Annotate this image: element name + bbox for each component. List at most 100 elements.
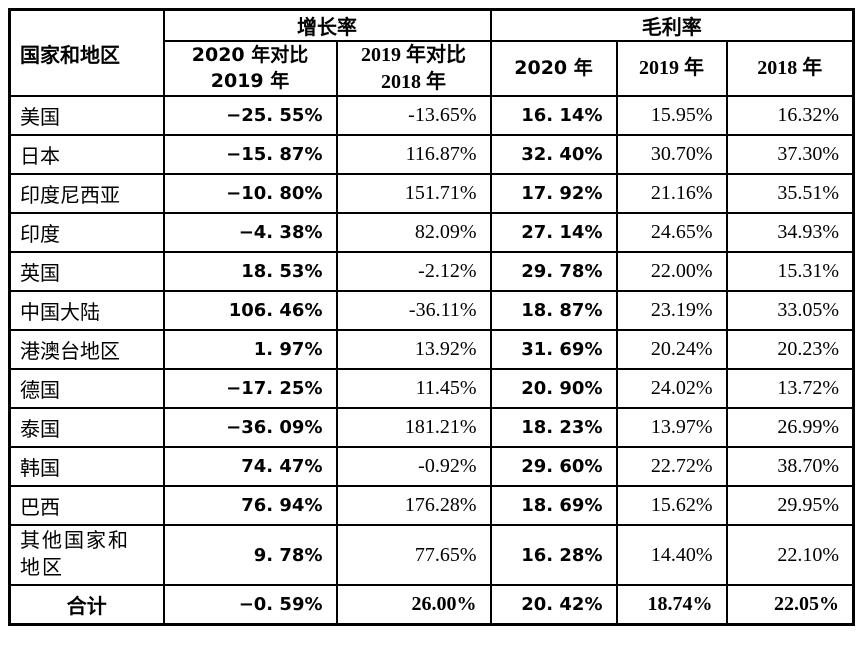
margin-2019-cell: 15.62%: [615, 485, 728, 526]
growth-2020-vs-2019-cell: −10. 80%: [162, 173, 338, 214]
margin-2020-cell: 29. 78%: [489, 251, 618, 292]
margin-2019-cell: 22.72%: [615, 446, 728, 487]
growth-2020-vs-2019-cell: −4. 38%: [162, 212, 338, 253]
region-cell: 印度尼西亚: [8, 173, 165, 214]
growth-2019-vs-2018-cell: -36.11%: [335, 290, 492, 331]
table-row: 日本 −15. 87% 116.87% 32. 40% 30.70% 37.30…: [8, 134, 855, 175]
table-row: 美国 −25. 55% -13.65% 16. 14% 15.95% 16.32…: [8, 95, 855, 136]
growth-2020-vs-2019-cell: −36. 09%: [162, 407, 338, 448]
margin-2018-cell: 22.10%: [725, 524, 855, 586]
table-row: 德国 −17. 25% 11.45% 20. 90% 24.02% 13.72%: [8, 368, 855, 409]
growth-2019-vs-2018-cell: -13.65%: [335, 95, 492, 136]
table-row: 韩国 74. 47% -0.92% 29. 60% 22.72% 38.70%: [8, 446, 855, 487]
table-row: 中国大陆 106. 46% -36.11% 18. 87% 23.19% 33.…: [8, 290, 855, 331]
header-margin-group: 毛利率: [489, 8, 855, 42]
margin-2020-cell: 32. 40%: [489, 134, 618, 175]
margin-2018-cell: 33.05%: [725, 290, 855, 331]
margin-2020-cell: 27. 14%: [489, 212, 618, 253]
table-row: 其他国家和地区 9. 78% 77.65% 16. 28% 14.40% 22.…: [8, 524, 855, 586]
margin-2018-cell: 20.23%: [725, 329, 855, 370]
total-row: 合计 −0. 59% 26.00% 20. 42% 18.74% 22.05%: [8, 584, 855, 625]
growth-2020-vs-2019-cell: 1. 97%: [162, 329, 338, 370]
header-margin-2018: 2018 年: [725, 40, 855, 97]
header-margin-2019: 2019 年: [615, 40, 728, 97]
total-label-cell: 合计: [8, 584, 165, 625]
growth-2020-vs-2019-cell: 9. 78%: [162, 524, 338, 586]
margin-2020-total-cell: 20. 42%: [489, 584, 618, 625]
margin-2020-cell: 16. 14%: [489, 95, 618, 136]
table-row: 印度 −4. 38% 82.09% 27. 14% 24.65% 34.93%: [8, 212, 855, 253]
growth-2019-vs-2018-cell: 13.92%: [335, 329, 492, 370]
document-page: 国家和地区 增长率 毛利率 2020 年对比 2019 年 2019 年对比 2…: [8, 8, 855, 626]
table-row: 巴西 76. 94% 176.28% 18. 69% 15.62% 29.95%: [8, 485, 855, 526]
region-cell: 日本: [8, 134, 165, 175]
margin-2019-cell: 14.40%: [615, 524, 728, 586]
growth-2020-vs-2019-cell: −25. 55%: [162, 95, 338, 136]
margin-2020-cell: 29. 60%: [489, 446, 618, 487]
header-growth-2019-vs-2018: 2019 年对比 2018 年: [335, 40, 492, 97]
margin-2020-cell: 31. 69%: [489, 329, 618, 370]
growth-2019-vs-2018-cell: 11.45%: [335, 368, 492, 409]
margin-2018-cell: 38.70%: [725, 446, 855, 487]
table-row: 英国 18. 53% -2.12% 29. 78% 22.00% 15.31%: [8, 251, 855, 292]
growth-2020-vs-2019-cell: 106. 46%: [162, 290, 338, 331]
growth-margin-table: 国家和地区 增长率 毛利率 2020 年对比 2019 年 2019 年对比 2…: [8, 8, 855, 626]
growth-2019-vs-2018-total-cell: 26.00%: [335, 584, 492, 625]
margin-2019-cell: 23.19%: [615, 290, 728, 331]
margin-2018-cell: 15.31%: [725, 251, 855, 292]
growth-2019-vs-2018-cell: 181.21%: [335, 407, 492, 448]
region-cell: 港澳台地区: [8, 329, 165, 370]
growth-2020-vs-2019-cell: −17. 25%: [162, 368, 338, 409]
header-sub-row: 2020 年对比 2019 年 2019 年对比 2018 年 2020 年 2…: [10, 40, 855, 97]
margin-2020-cell: 16. 28%: [489, 524, 618, 586]
region-cell: 泰国: [8, 407, 165, 448]
margin-2018-cell: 34.93%: [725, 212, 855, 253]
table-row: 港澳台地区 1. 97% 13.92% 31. 69% 20.24% 20.23…: [8, 329, 855, 370]
growth-2019-vs-2018-cell: 176.28%: [335, 485, 492, 526]
growth-2019-vs-2018-cell: 116.87%: [335, 134, 492, 175]
margin-2019-cell: 24.02%: [615, 368, 728, 409]
growth-2019-vs-2018-cell: 77.65%: [335, 524, 492, 586]
margin-2018-cell: 35.51%: [725, 173, 855, 214]
table-row: 泰国 −36. 09% 181.21% 18. 23% 13.97% 26.99…: [8, 407, 855, 448]
margin-2020-cell: 20. 90%: [489, 368, 618, 409]
growth-2020-vs-2019-cell: 76. 94%: [162, 485, 338, 526]
margin-2018-cell: 16.32%: [725, 95, 855, 136]
header-region: 国家和地区: [8, 8, 165, 97]
growth-2020-vs-2019-cell: 74. 47%: [162, 446, 338, 487]
margin-2018-cell: 29.95%: [725, 485, 855, 526]
margin-2020-cell: 18. 87%: [489, 290, 618, 331]
region-cell: 英国: [8, 251, 165, 292]
margin-2018-total-cell: 22.05%: [725, 584, 855, 625]
growth-2020-vs-2019-total-cell: −0. 59%: [162, 584, 338, 625]
header-margin-2020: 2020 年: [489, 40, 618, 97]
region-cell: 印度: [8, 212, 165, 253]
header-growth-2020-vs-2019: 2020 年对比 2019 年: [162, 40, 338, 97]
region-cell: 德国: [8, 368, 165, 409]
region-cell: 巴西: [8, 485, 165, 526]
region-cell: 中国大陆: [8, 290, 165, 331]
growth-2019-vs-2018-cell: 151.71%: [335, 173, 492, 214]
margin-2018-cell: 26.99%: [725, 407, 855, 448]
region-cell: 韩国: [8, 446, 165, 487]
region-cell: 其他国家和地区: [8, 524, 165, 586]
margin-2020-cell: 17. 92%: [489, 173, 618, 214]
margin-2019-cell: 20.24%: [615, 329, 728, 370]
region-label: 其他国家和地区: [20, 530, 130, 579]
margin-2019-cell: 21.16%: [615, 173, 728, 214]
margin-2019-cell: 15.95%: [615, 95, 728, 136]
header-group-row: 国家和地区 增长率 毛利率: [8, 8, 855, 97]
margin-2020-cell: 18. 69%: [489, 485, 618, 526]
margin-2019-cell: 24.65%: [615, 212, 728, 253]
margin-2019-cell: 13.97%: [615, 407, 728, 448]
header-growth-group: 增长率: [162, 8, 492, 42]
growth-2020-vs-2019-cell: −15. 87%: [162, 134, 338, 175]
table-row: 印度尼西亚 −10. 80% 151.71% 17. 92% 21.16% 35…: [8, 173, 855, 214]
margin-2019-total-cell: 18.74%: [615, 584, 728, 625]
growth-2019-vs-2018-cell: -0.92%: [335, 446, 492, 487]
margin-2019-cell: 30.70%: [615, 134, 728, 175]
growth-2020-vs-2019-cell: 18. 53%: [162, 251, 338, 292]
margin-2019-cell: 22.00%: [615, 251, 728, 292]
margin-2018-cell: 13.72%: [725, 368, 855, 409]
growth-2019-vs-2018-cell: 82.09%: [335, 212, 492, 253]
